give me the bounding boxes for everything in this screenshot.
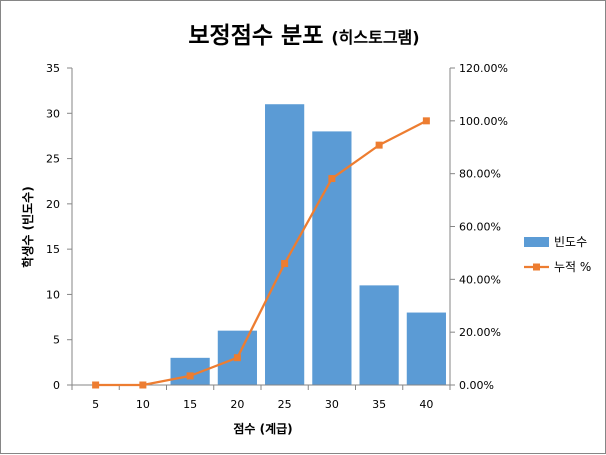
bar <box>312 131 352 385</box>
line-marker <box>186 372 194 380</box>
right-tick-label: 100.00% <box>459 115 508 128</box>
legend-line-marker <box>533 263 540 271</box>
line-marker <box>139 381 147 389</box>
x-axis: 5 10 15 20 25 30 35 40 <box>71 384 451 411</box>
legend-bar-swatch <box>524 237 549 247</box>
legend-label-bar: 빈도수 <box>554 235 587 249</box>
bar-series <box>170 104 446 385</box>
left-tick-label: 15 <box>46 243 60 256</box>
right-tick-label: 0.00% <box>459 379 494 392</box>
right-y-axis: 0.00% 20.00% 40.00% 60.00% 80.00% 100.00% 120.… <box>449 62 508 392</box>
x-tick-label: 30 <box>325 398 339 411</box>
left-tick-label: 0 <box>53 379 60 392</box>
line-marker <box>422 117 430 125</box>
right-tick-label: 120.00% <box>459 62 508 75</box>
x-tick-label: 5 <box>92 398 99 411</box>
left-y-axis: 0 5 10 15 20 25 30 35 <box>46 62 73 392</box>
line-marker <box>92 381 100 389</box>
left-tick-label: 20 <box>46 198 60 211</box>
right-tick-label: 20.00% <box>459 326 501 339</box>
line-marker <box>328 175 336 183</box>
right-tick-label: 40.00% <box>459 273 501 286</box>
right-tick-label: 60.00% <box>459 221 501 234</box>
y-axis-title: 학생수 (빈도수) <box>20 186 35 267</box>
line-marker <box>375 141 383 149</box>
x-tick-label: 15 <box>183 398 197 411</box>
x-axis-title: 점수 (계급) <box>233 421 292 436</box>
left-tick-label: 10 <box>46 288 60 301</box>
left-tick-label: 25 <box>46 153 60 166</box>
x-tick-label: 10 <box>136 398 150 411</box>
legend-label-line: 누적 % <box>554 260 591 274</box>
cumulative-line-series <box>92 117 430 389</box>
chart-title-main: 보정점수 분포 <box>188 23 323 49</box>
line-marker <box>281 260 289 268</box>
left-tick-label: 30 <box>46 107 60 120</box>
chart-title: 보정점수 분포 (히스토그램) <box>188 23 419 49</box>
bar <box>359 285 399 385</box>
bar <box>406 312 446 385</box>
x-tick-label: 40 <box>419 398 433 411</box>
x-tick-label: 20 <box>230 398 244 411</box>
chart-title-sub: (히스토그램) <box>331 28 419 47</box>
x-tick-label: 25 <box>278 398 292 411</box>
line-marker <box>233 354 241 362</box>
right-tick-label: 80.00% <box>459 168 501 181</box>
x-tick-label: 35 <box>372 398 386 411</box>
cumulative-line <box>95 119 427 387</box>
left-tick-label: 5 <box>53 334 60 347</box>
bar <box>265 104 305 385</box>
left-tick-label: 35 <box>46 62 60 75</box>
